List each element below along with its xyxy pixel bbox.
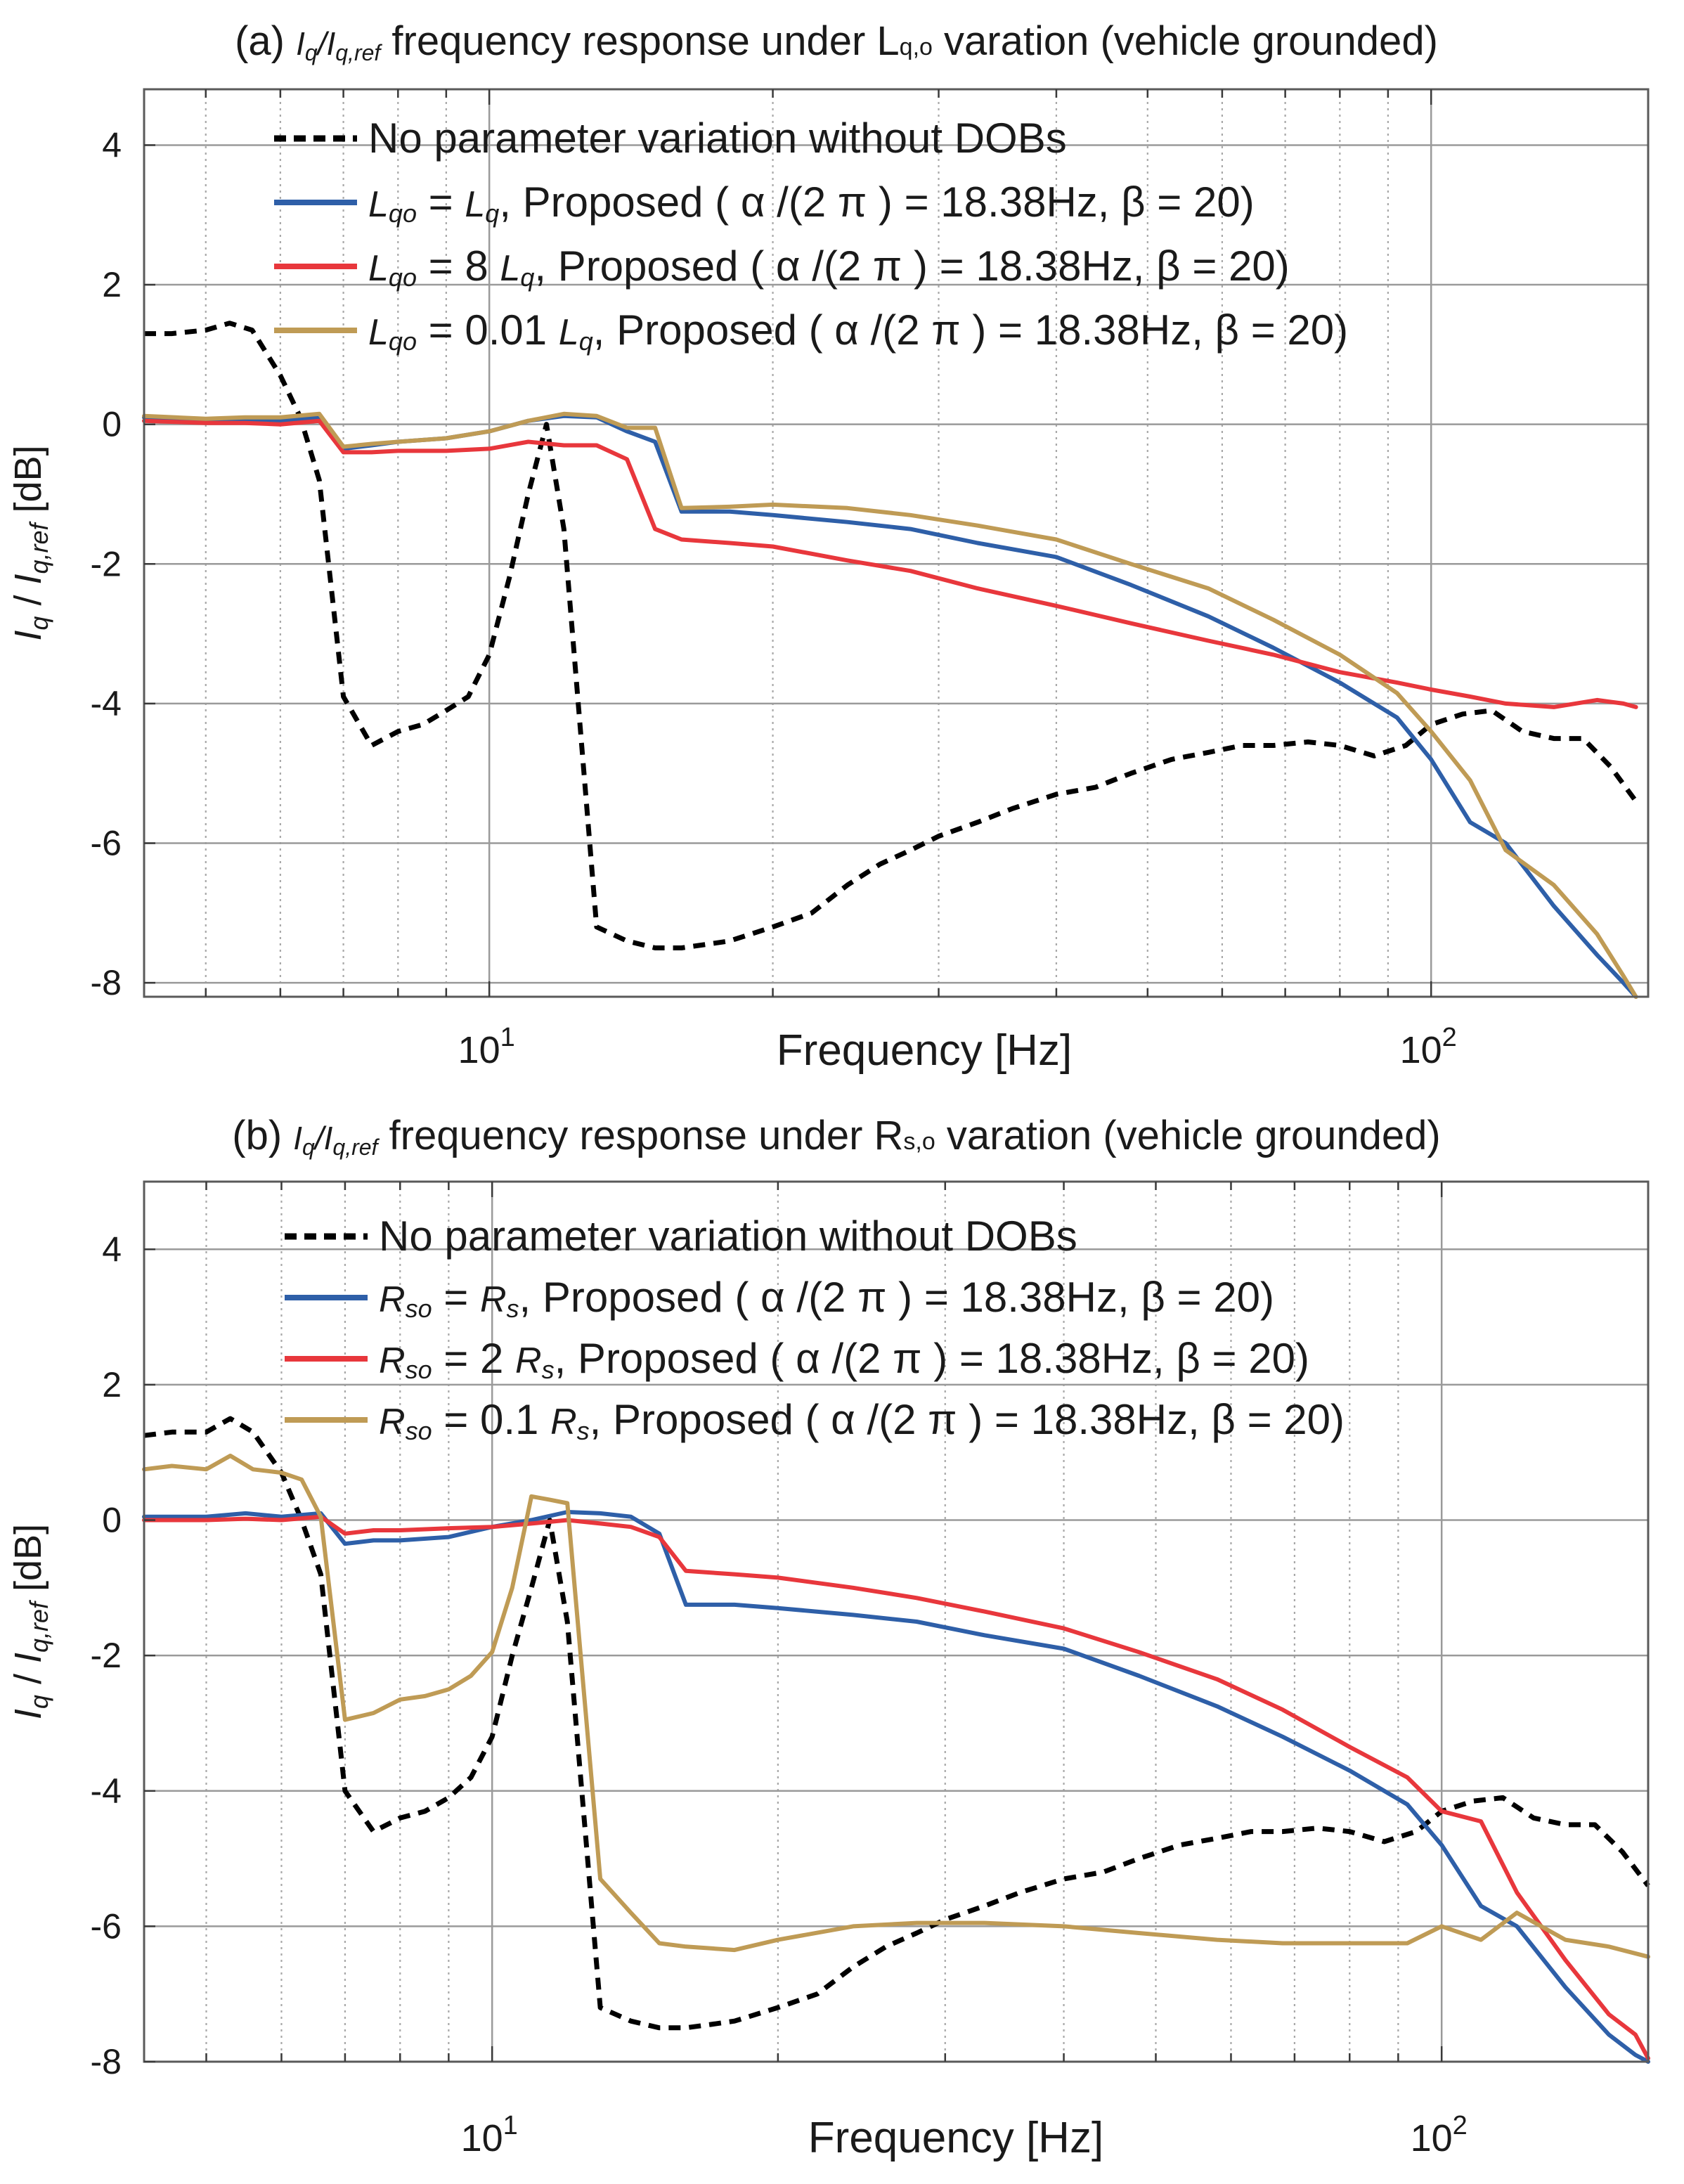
chart-title: (a) Iq/Iq,ref frequency response under L…: [235, 18, 1438, 65]
grid-a: [144, 89, 1648, 997]
x-axis-label: Frequency [Hz]: [777, 1026, 1072, 1075]
y-tick-label: 0: [102, 405, 122, 444]
axes-frame-b: [143, 1180, 1650, 2063]
plot-area-a: [144, 89, 1648, 997]
y-tick-label: -6: [91, 824, 122, 863]
series-line-a-2: [142, 418, 1638, 709]
x-tick-label: 102: [1411, 2111, 1468, 2159]
y-tick-label: -2: [91, 1636, 122, 1675]
x-tick-label: 101: [461, 2111, 518, 2159]
panel-a: -8 -6 -4 -2 0 2 4 101 102 Frequency [Hz] Iq / Iq,r…: [7, 18, 1650, 1075]
series-line-b-1: [142, 1510, 1650, 2064]
y-axis-label: Iq / Iq,ref [dB]: [7, 1524, 53, 1719]
y-axis-label: Iq / Iq,ref [dB]: [7, 445, 53, 640]
y-tick-label: 0: [102, 1501, 122, 1540]
legend-b: No parameter variation without DOBs Rso =…: [285, 1213, 1345, 1445]
panel-b: -8 -6 -4 -2 0 2 4 101 102 Frequency [Hz] Iq / Iq,r…: [7, 1113, 1650, 2162]
y-tick-label: -6: [91, 1906, 122, 1946]
y-tick-label: -8: [91, 2042, 122, 2081]
legend-label: No parameter variation without DOBs: [368, 115, 1067, 162]
legend-a: No parameter variation without DOBs Lqo =…: [274, 115, 1348, 356]
y-tick-label: 4: [102, 1229, 122, 1269]
y-tick-label: 4: [102, 125, 122, 164]
series-group-b: [142, 1416, 1650, 2064]
legend-label: Lqo = 8 Lq, Proposed ( α /(2 π ) = 18.38…: [368, 243, 1290, 292]
series-line-b-3: [142, 1454, 1650, 1959]
x-tick-label: 102: [1400, 1023, 1457, 1071]
y-tick-label: -2: [91, 544, 122, 583]
series-line-a-0: [144, 321, 1638, 950]
series-line-b-2: [142, 1514, 1650, 2061]
y-tick-label: 2: [102, 265, 122, 304]
y-tick-label: -4: [91, 684, 122, 723]
y-tick-label: 2: [102, 1365, 122, 1404]
legend-label: Rso = Rs, Proposed ( α /(2 π ) = 18.38Hz…: [379, 1274, 1274, 1323]
series-group-a: [142, 321, 1638, 999]
chart-title: (b) Iq/Iq,ref frequency response under R…: [232, 1113, 1441, 1160]
series-line-b-0: [143, 1416, 1650, 2031]
legend-label: Rso = 0.1 Rs, Proposed ( α /(2 π ) = 18.…: [379, 1396, 1345, 1445]
axes-frame-a: [143, 88, 1650, 998]
x-tick-label: 101: [458, 1023, 515, 1071]
legend-label: Lqo = 0.01 Lq, Proposed ( α /(2 π ) = 18…: [368, 306, 1348, 356]
y-tick-label: -8: [91, 963, 122, 1002]
x-axis-label: Frequency [Hz]: [808, 2114, 1103, 2162]
legend-label: No parameter variation without DOBs: [379, 1213, 1077, 1260]
series-line-a-3: [142, 411, 1638, 999]
legend-label: Rso = 2 Rs, Proposed ( α /(2 π ) = 18.38…: [379, 1335, 1309, 1384]
legend-label: Lqo = Lq, Proposed ( α /(2 π ) = 18.38Hz…: [368, 179, 1255, 228]
y-tick-label: -4: [91, 1771, 122, 1811]
